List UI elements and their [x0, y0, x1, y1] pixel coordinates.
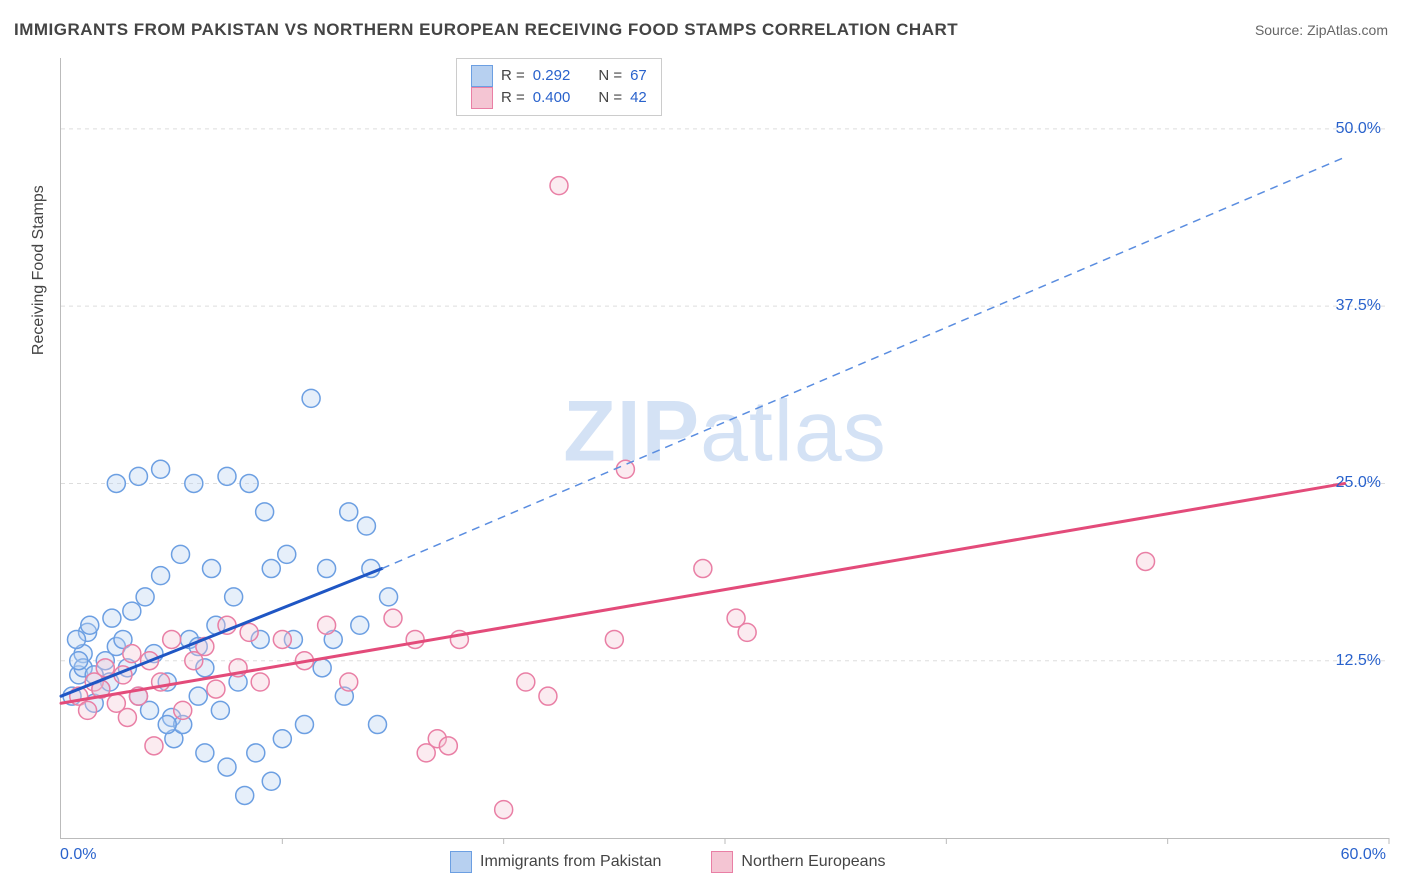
legend-series: Immigrants from Pakistan Northern Europe… [450, 851, 925, 873]
legend-row-series-1: R = 0.292 N = 67 [471, 65, 647, 87]
y-tick-label: 25.0% [1336, 474, 1381, 492]
n-label: N = [598, 65, 622, 87]
chart-title: IMMIGRANTS FROM PAKISTAN VS NORTHERN EUR… [14, 20, 958, 40]
x-axis-max-label: 60.0% [1341, 846, 1386, 864]
legend-swatch-1 [471, 65, 493, 87]
r-label: R = [501, 65, 525, 87]
r-label: R = [501, 87, 525, 109]
y-tick-label: 12.5% [1336, 652, 1381, 670]
source-label: Source: ZipAtlas.com [1255, 22, 1388, 38]
legend-label-2: Northern Europeans [741, 853, 885, 871]
y-tick-label: 37.5% [1336, 297, 1381, 315]
legend-item-1: Immigrants from Pakistan [450, 851, 661, 873]
chart-svg [61, 58, 1389, 838]
legend-swatch-2 [471, 87, 493, 109]
r-value-2: 0.400 [533, 87, 571, 109]
n-value-2: 42 [630, 87, 647, 109]
legend-correlation: R = 0.292 N = 67 R = 0.400 N = 42 [456, 58, 662, 116]
legend-label-1: Immigrants from Pakistan [480, 853, 661, 871]
legend-item-2: Northern Europeans [711, 851, 885, 873]
n-label: N = [598, 87, 622, 109]
r-value-1: 0.292 [533, 65, 571, 87]
legend-swatch-bottom-2 [711, 851, 733, 873]
legend-row-series-2: R = 0.400 N = 42 [471, 87, 647, 109]
y-axis-title: Receiving Food Stamps [30, 185, 48, 355]
plot-area: ZIPatlas 12.5%25.0%37.5%50.0% [60, 58, 1389, 839]
y-tick-label: 50.0% [1336, 120, 1381, 138]
n-value-1: 67 [630, 65, 647, 87]
x-axis-min-label: 0.0% [60, 846, 96, 864]
legend-swatch-bottom-1 [450, 851, 472, 873]
